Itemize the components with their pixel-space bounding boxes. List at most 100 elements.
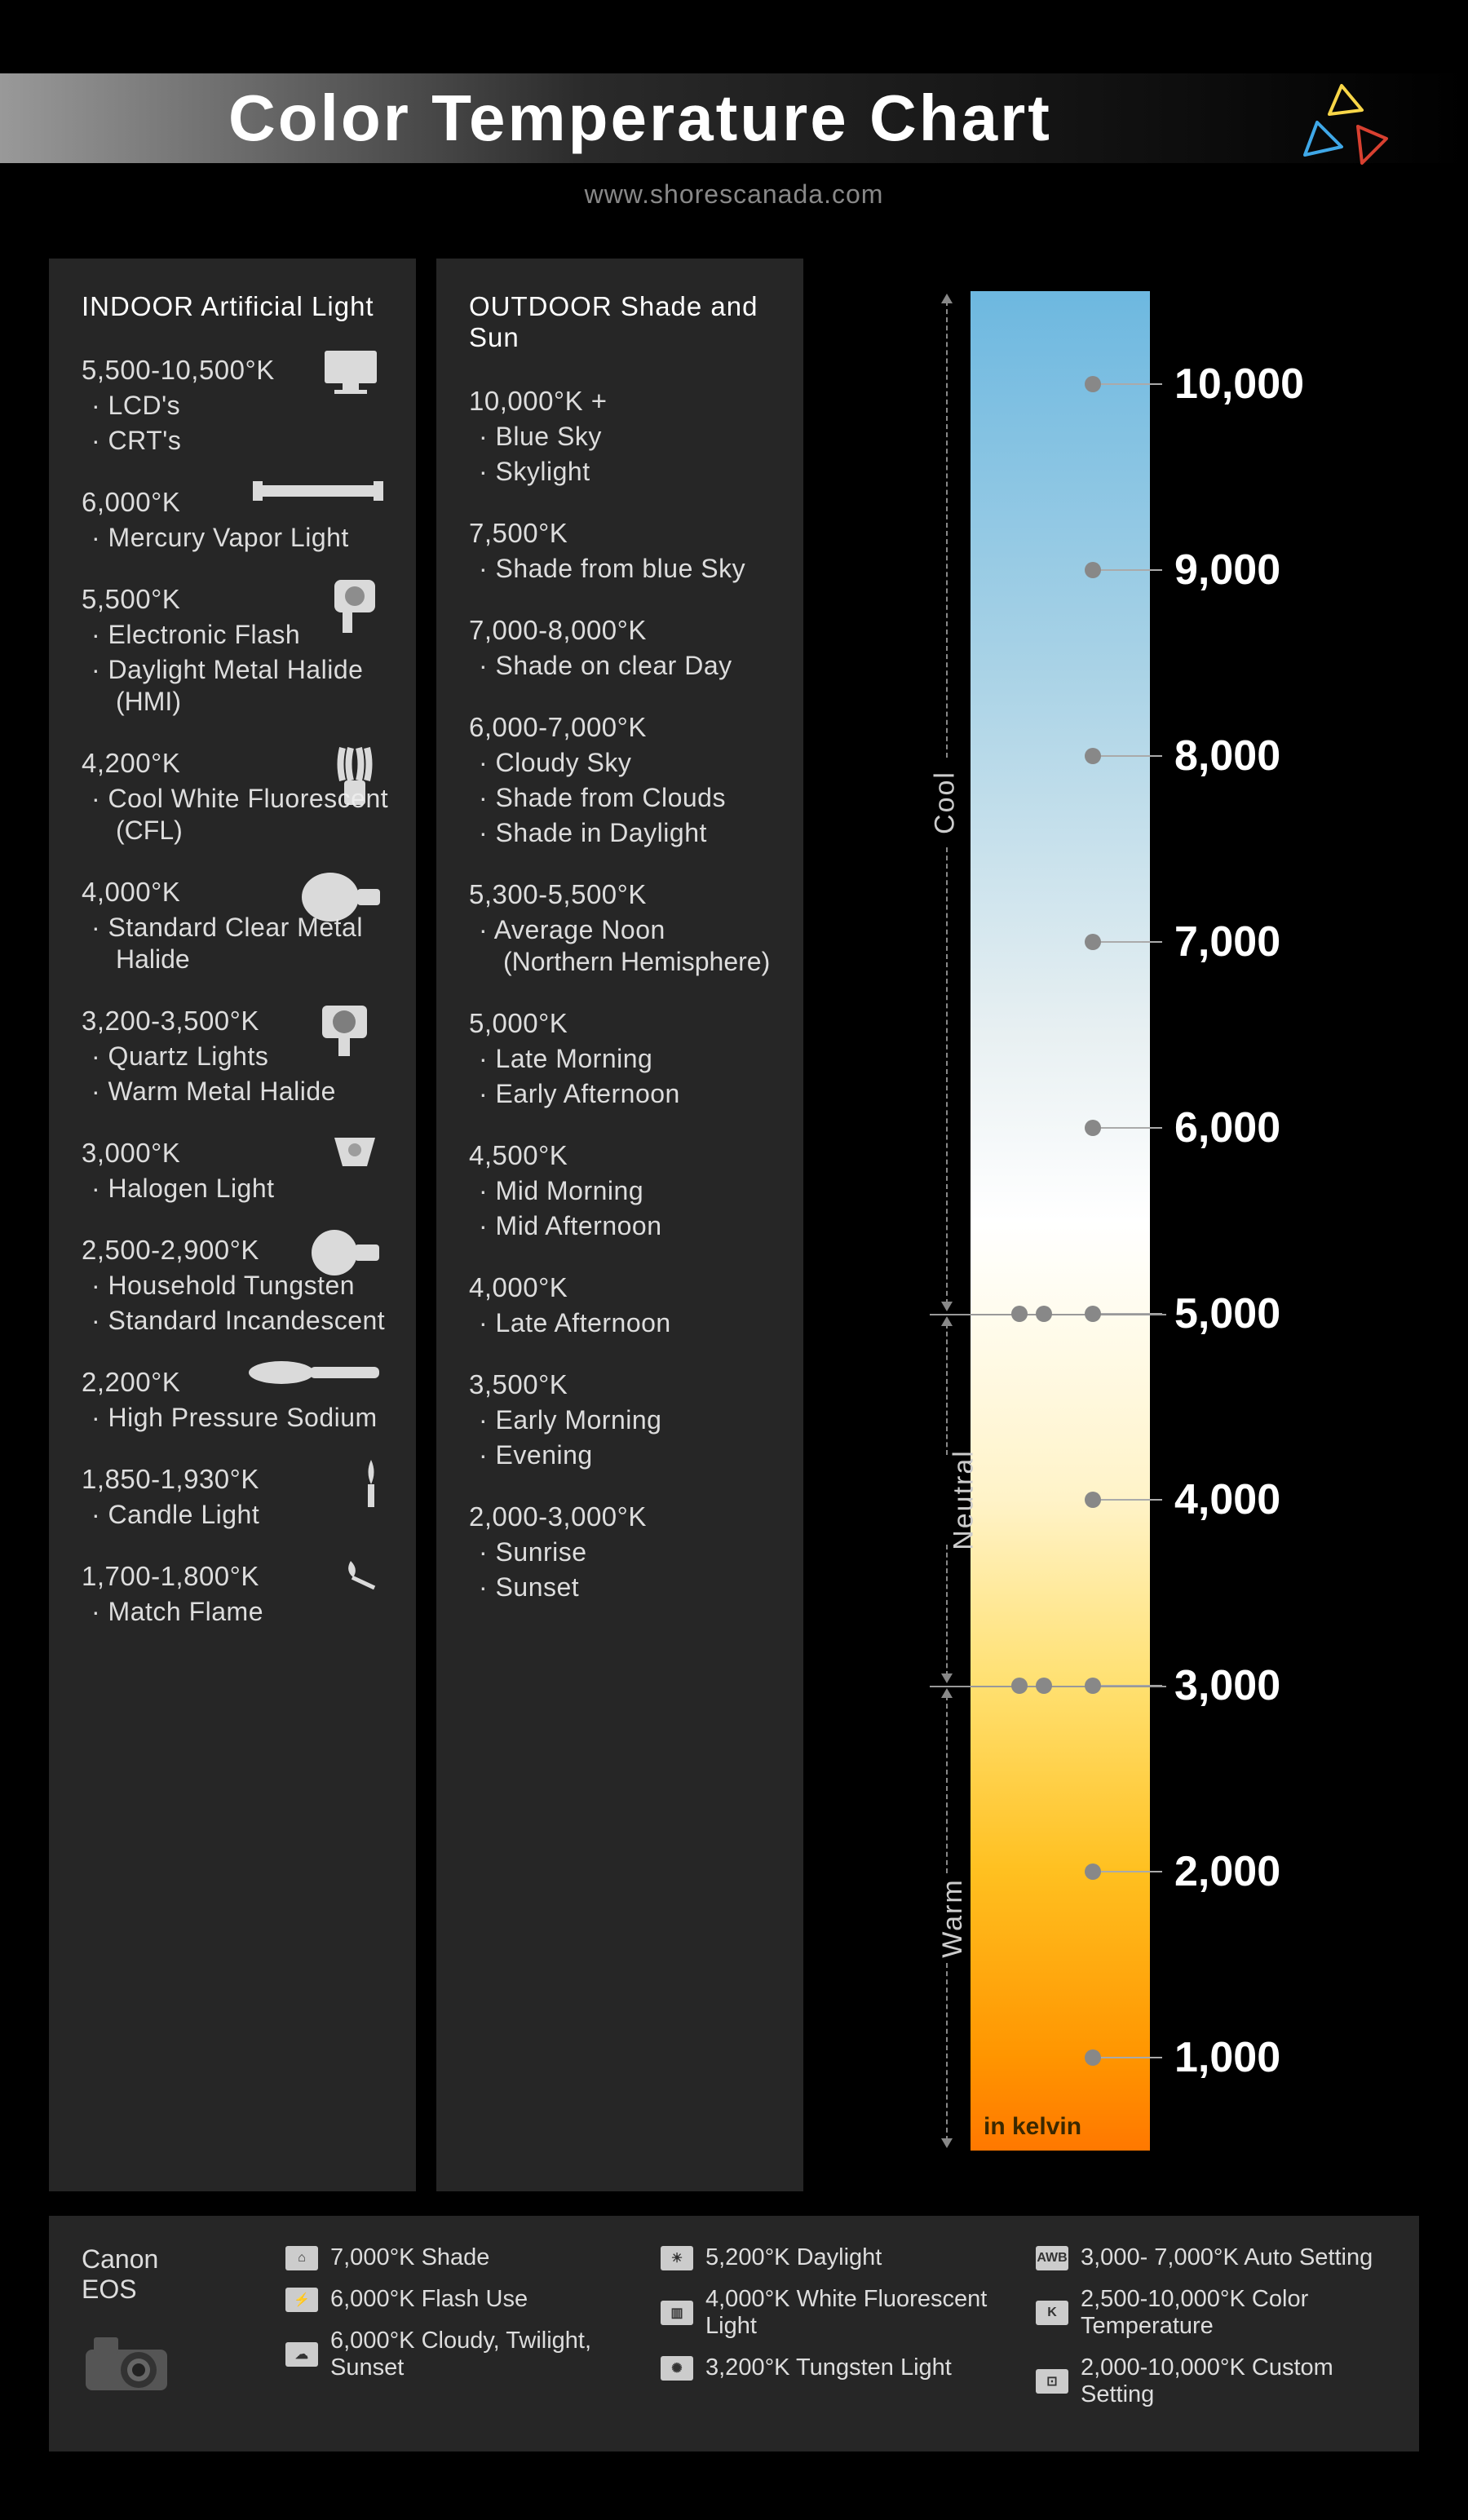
zone-label: Warm	[937, 1878, 969, 1957]
zone-divider-dot	[1011, 1306, 1028, 1322]
tick-line	[1093, 569, 1162, 571]
tick-dot	[1085, 1306, 1101, 1322]
tick-dot	[1085, 1863, 1101, 1880]
main-content: INDOOR Artificial Light 5,500-10,500°KLC…	[0, 210, 1468, 2191]
light-entry: 3,000°KHalogen Light	[82, 1138, 391, 1204]
footer-column: AWB3,000- 7,000°K Auto Setting K2,500-10,…	[1036, 2244, 1386, 2423]
entry-item-cont: Halide	[82, 944, 391, 975]
entry-item: Sunrise	[469, 1537, 779, 1567]
arrow-down-icon	[941, 2138, 953, 2148]
tick-label: 2,000	[1174, 1847, 1280, 1896]
brand-line1: Canon	[82, 2244, 245, 2275]
brand-line2: EOS	[82, 2275, 245, 2305]
wb-setting: ✺ 3,200°K Tungsten Light	[661, 2354, 1011, 2381]
zone-divider-dot	[1036, 1306, 1052, 1322]
zone-label: Neutral	[948, 1449, 979, 1550]
light-entry: 5,300-5,500°KAverage Noon(Northern Hemis…	[469, 879, 779, 977]
light-entry: 5,500°KElectronic FlashDaylight Metal Ha…	[82, 584, 391, 717]
entry-item: Candle Light	[82, 1500, 391, 1530]
tick-label: 6,000	[1174, 1103, 1280, 1152]
temp-value: 4,500°K	[469, 1140, 779, 1171]
wb-icon: AWB	[1036, 2246, 1068, 2270]
tick-line	[1093, 383, 1162, 385]
entry-item: Standard Incandescent	[82, 1306, 391, 1336]
cfl-icon	[326, 740, 383, 817]
tick-dot	[1085, 1120, 1101, 1136]
entry-item: Mid Morning	[469, 1176, 779, 1206]
outdoor-heading: OUTDOOR Shade and Sun	[469, 291, 779, 353]
entry-item: Shade from Clouds	[469, 783, 779, 813]
zone-arrow	[946, 1545, 948, 1676]
light-entry: 7,500°KShade from blue Sky	[469, 518, 779, 584]
wb-setting: ▥4,000°K White Fluorescent Light	[661, 2286, 1011, 2340]
tick-label: 10,000	[1174, 360, 1304, 409]
indoor-heading: INDOOR Artificial Light	[82, 291, 391, 322]
light-entry: 2,500-2,900°KHousehold TungstenStandard …	[82, 1235, 391, 1336]
footer-settings: ⌂7,000°K Shade ⚡ 6,000°K Flash Use ☁6,000°K…	[285, 2244, 1386, 2423]
light-entry: 4,000°KStandard Clear MetalHalide	[82, 877, 391, 975]
entry-item: Shade on clear Day	[469, 651, 779, 681]
wb-icon: ⊡	[1036, 2369, 1068, 2394]
wb-setting: ⌂7,000°K Shade	[285, 2244, 636, 2271]
temp-value: 7,500°K	[469, 518, 779, 549]
wb-icon: ✺	[661, 2356, 693, 2381]
wb-label: 7,000°K Shade	[330, 2244, 489, 2271]
wb-setting: AWB3,000- 7,000°K Auto Setting	[1036, 2244, 1386, 2271]
zone-divider-dot	[1036, 1678, 1052, 1694]
tick-line	[1093, 1499, 1162, 1501]
entry-item: Late Afternoon	[469, 1308, 779, 1338]
spotlight-icon	[318, 576, 383, 641]
entry-item: Cloudy Sky	[469, 748, 779, 778]
wb-setting: ☀5,200°K Daylight	[661, 2244, 1011, 2271]
match-icon	[338, 1553, 383, 1598]
wb-label: 2,000-10,000°K Custom Setting	[1081, 2354, 1386, 2408]
arrow-up-icon	[941, 294, 953, 303]
light-entry: 4,200°KCool White Fluorescent(CFL)	[82, 748, 391, 846]
tick-dot	[1085, 748, 1101, 764]
footer-column: ⌂7,000°K Shade ⚡ 6,000°K Flash Use ☁6,000°K…	[285, 2244, 636, 2423]
temp-value: 4,000°K	[469, 1272, 779, 1303]
wb-label: 3,200°K Tungsten Light	[705, 2354, 952, 2381]
light-entry: 6,000-7,000°KCloudy SkyShade from Clouds…	[469, 712, 779, 848]
wb-setting: ⚡ 6,000°K Flash Use	[285, 2286, 636, 2313]
camera-icon	[82, 2329, 171, 2394]
entry-item: CRT's	[82, 426, 391, 456]
entry-item: Evening	[469, 1440, 779, 1470]
zone-label: Cool	[929, 771, 961, 834]
wb-label: 6,000°K Flash Use	[330, 2286, 528, 2313]
zone-arrow	[946, 1695, 948, 1873]
wb-icon: ☁	[285, 2342, 318, 2367]
wb-setting: K2,500-10,000°K Color Temperature	[1036, 2286, 1386, 2340]
wb-icon: ☀	[661, 2246, 693, 2270]
tick-dot	[1085, 376, 1101, 392]
monitor-icon	[318, 347, 383, 400]
zone-divider-dot	[1011, 1678, 1028, 1694]
light-entry: 5,000°KLate MorningEarly Afternoon	[469, 1008, 779, 1109]
tick-label: 3,000	[1174, 1661, 1280, 1710]
temp-value: 1,850-1,930°K	[82, 1464, 391, 1495]
wb-setting: ☁6,000°K Cloudy, Twilight, Sunset	[285, 2328, 636, 2381]
wb-icon: ⚡	[285, 2288, 318, 2312]
spectrum-panel: in kelvin 10,0009,0008,0007,0006,0005,00…	[824, 259, 1419, 2191]
tick-label: 8,000	[1174, 732, 1280, 780]
tube-icon	[253, 479, 383, 507]
temp-value: 3,500°K	[469, 1369, 779, 1400]
tick-label: 1,000	[1174, 2033, 1280, 2082]
entry-item: Blue Sky	[469, 422, 779, 452]
entry-item: Shade in Daylight	[469, 818, 779, 848]
tick-dot	[1085, 934, 1101, 950]
tick-dot	[1085, 2049, 1101, 2066]
tick-label: 4,000	[1174, 1475, 1280, 1524]
bulb-large-icon	[294, 869, 383, 930]
entry-item: Skylight	[469, 457, 779, 487]
light-entry: 3,500°KEarly MorningEvening	[469, 1369, 779, 1470]
entry-item: Sunset	[469, 1572, 779, 1603]
light-entry: 1,850-1,930°K Candle Light	[82, 1464, 391, 1530]
light-entry: 2,200°KHigh Pressure Sodium	[82, 1367, 391, 1433]
wb-icon: K	[1036, 2301, 1068, 2325]
tick-dot	[1085, 1678, 1101, 1694]
entry-sub: (CFL)	[82, 816, 391, 846]
arrow-up-icon	[941, 1316, 953, 1326]
wb-icon: ▥	[661, 2301, 693, 2325]
candle-icon	[359, 1456, 383, 1513]
